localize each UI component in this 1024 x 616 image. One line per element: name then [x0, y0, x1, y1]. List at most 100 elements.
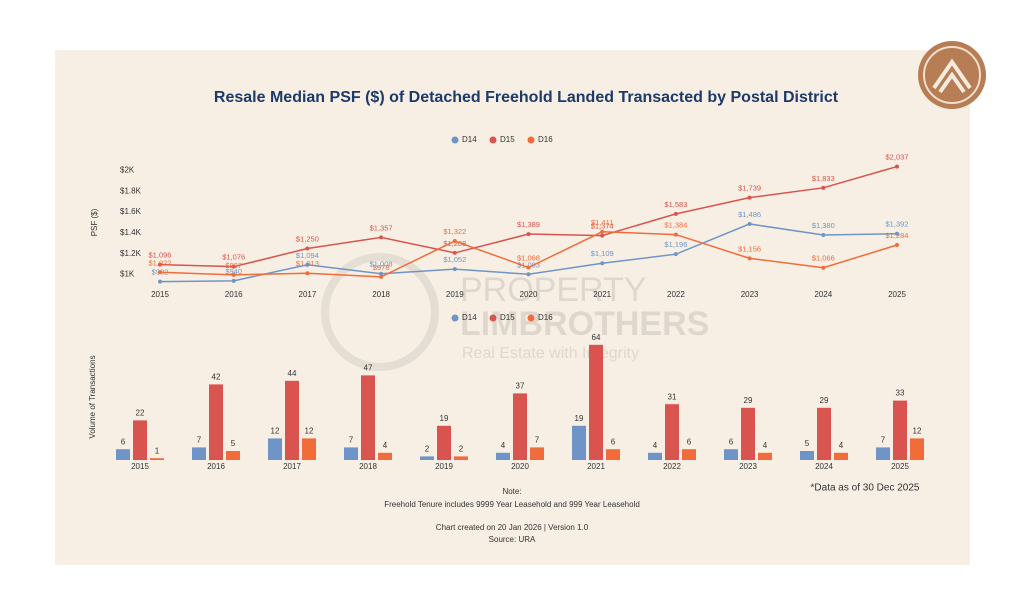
- bar: [893, 400, 907, 460]
- bar: [133, 420, 147, 460]
- y-axis-label: PSF ($): [90, 208, 99, 236]
- chart-title: Resale Median PSF ($) of Detached Freeho…: [214, 89, 839, 106]
- bar: [817, 407, 831, 460]
- bar: [116, 449, 130, 460]
- value-label: 5: [231, 439, 236, 448]
- value-label: $1,096: [149, 251, 172, 260]
- point: [821, 233, 826, 237]
- bar: [226, 451, 240, 460]
- bar: [268, 438, 282, 460]
- point: [231, 272, 236, 277]
- value-label: $1,389: [517, 220, 540, 229]
- value-label: $1,250: [296, 235, 319, 244]
- bar: [513, 393, 527, 460]
- legend-swatch: [451, 314, 459, 322]
- x-tick-label: 2023: [741, 290, 759, 299]
- value-label: 2: [425, 445, 430, 454]
- point: [600, 233, 605, 238]
- legend-label: D14: [462, 135, 477, 144]
- value-label: $1,076: [222, 253, 245, 262]
- value-label: $1,380: [812, 221, 835, 230]
- value-label: 4: [653, 441, 658, 450]
- x-tick-label: 2022: [667, 290, 685, 299]
- bar: [192, 447, 206, 460]
- value-label: $1,583: [664, 200, 687, 209]
- value-label: $1,066: [812, 254, 835, 263]
- bar: [741, 407, 755, 460]
- point: [305, 271, 310, 276]
- legend-swatch: [527, 136, 535, 144]
- bar: [682, 449, 696, 460]
- watermark: PROPERTY LIMBROTHERS Real Estate with In…: [321, 253, 709, 371]
- value-label: 19: [440, 414, 449, 423]
- bar: [572, 425, 586, 460]
- point: [158, 262, 162, 267]
- bar: [361, 375, 375, 460]
- value-label: $1,052: [443, 255, 466, 264]
- value-label: 12: [305, 427, 314, 436]
- watermark-text: LIMBROTHERS: [460, 305, 709, 343]
- x-tick-label: 2015: [131, 462, 149, 471]
- value-label: 37: [516, 382, 525, 391]
- x-tick-label: 2016: [207, 462, 225, 471]
- value-label: 7: [881, 436, 886, 445]
- point: [305, 262, 310, 267]
- value-label: 7: [349, 436, 354, 445]
- bar: [302, 438, 316, 460]
- bar: [150, 458, 164, 460]
- point: [673, 232, 678, 237]
- value-label: 44: [288, 369, 297, 378]
- value-label: 22: [136, 409, 145, 418]
- point: [895, 164, 899, 169]
- x-tick-label: 2021: [593, 290, 611, 299]
- value-label: 29: [744, 396, 753, 405]
- note-text: Freehold Tenure includes 9999 Year Lease…: [384, 500, 640, 509]
- point: [600, 229, 605, 234]
- point: [747, 195, 752, 200]
- point: [158, 279, 162, 284]
- y-tick-label: $1.4K: [120, 228, 142, 237]
- point: [379, 235, 384, 240]
- value-label: $978: [373, 263, 390, 272]
- point: [379, 271, 384, 276]
- value-label: 2: [459, 445, 464, 454]
- point: [526, 232, 531, 237]
- point: [747, 256, 752, 261]
- value-label: $1,109: [591, 249, 614, 258]
- value-label: 6: [687, 437, 692, 446]
- logo: [918, 41, 986, 109]
- point: [673, 252, 678, 257]
- legend-label: D15: [500, 313, 515, 322]
- value-label: $1,008: [370, 260, 393, 269]
- x-tick-label: 2018: [372, 290, 390, 299]
- x-tick-label: 2015: [151, 290, 169, 299]
- point: [821, 265, 826, 270]
- point: [452, 267, 457, 272]
- value-label: 7: [535, 436, 540, 445]
- value-label: $1,357: [370, 223, 393, 232]
- y-tick-label: $2K: [120, 166, 135, 175]
- x-tick-label: 2020: [520, 290, 538, 299]
- value-label: $1,208: [443, 239, 466, 248]
- legend-swatch: [451, 136, 459, 144]
- y-axis-label: Volume of Transactions: [88, 355, 97, 438]
- legend-swatch: [527, 314, 535, 322]
- value-label: 6: [611, 437, 616, 446]
- legend-label: D15: [500, 135, 515, 144]
- bar: [378, 452, 392, 460]
- value-label: $1,068: [517, 253, 540, 262]
- bar: [530, 447, 544, 460]
- x-tick-label: 2020: [511, 462, 529, 471]
- value-label: $1,322: [443, 227, 466, 236]
- point: [452, 250, 457, 255]
- bar: [724, 449, 738, 460]
- value-label: $1,094: [296, 251, 319, 260]
- bar: [910, 438, 924, 460]
- point: [231, 264, 236, 269]
- value-label: 12: [271, 427, 280, 436]
- bar: [454, 456, 468, 460]
- value-label: 1: [155, 446, 160, 455]
- created: Chart created on 20 Jan 2026 | Version 1…: [436, 523, 589, 532]
- bar: [834, 452, 848, 460]
- point: [747, 221, 752, 226]
